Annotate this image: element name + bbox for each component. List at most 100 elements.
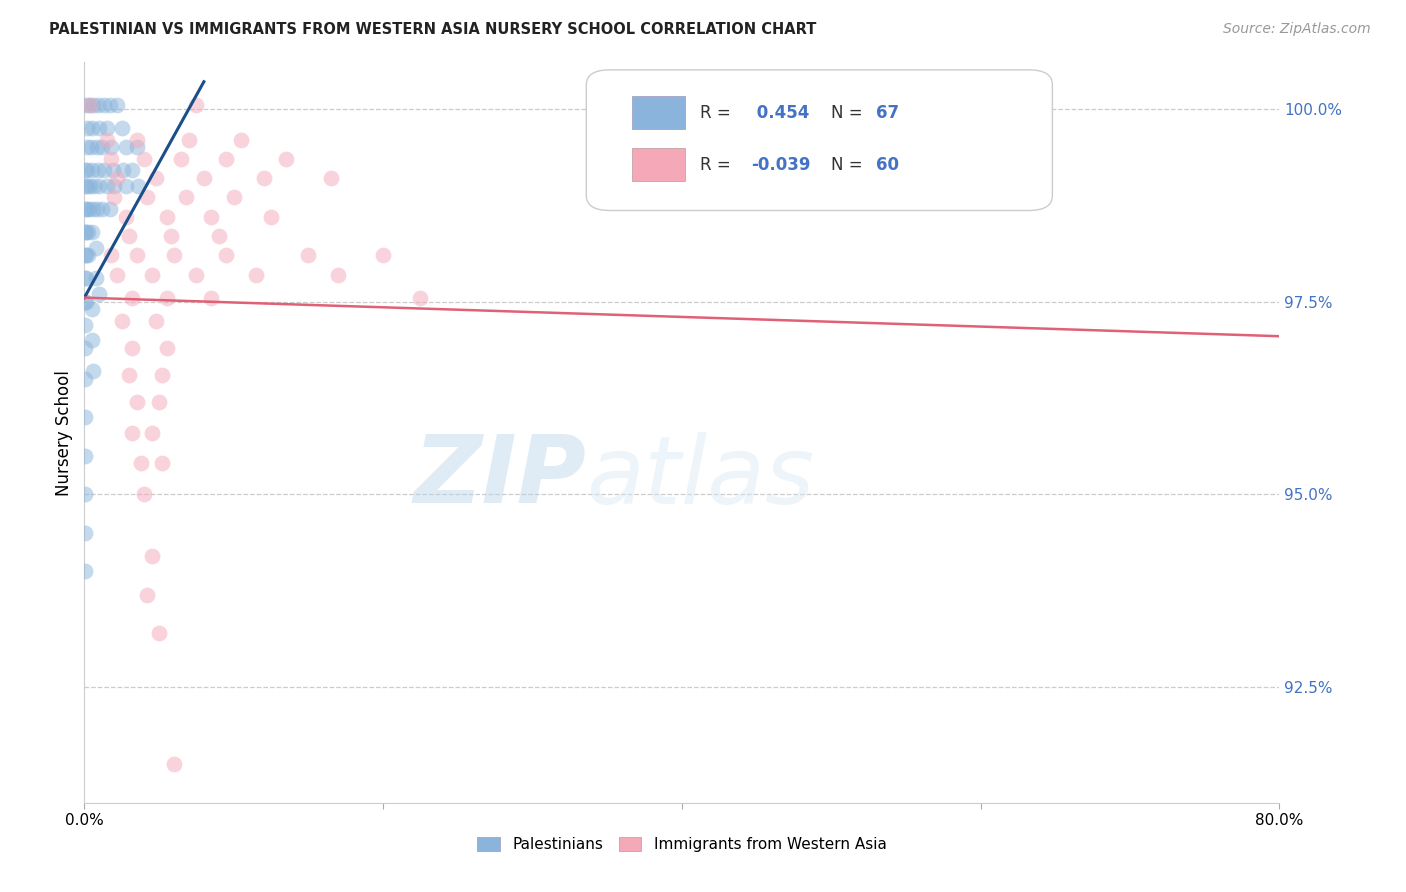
Point — [77, 202, 100, 216]
Point — [89, 178, 111, 193]
FancyBboxPatch shape — [631, 96, 686, 129]
Point — [274, 152, 297, 166]
Text: atlas: atlas — [586, 432, 814, 523]
Text: N =: N = — [831, 155, 868, 174]
Point — [148, 394, 170, 409]
Point — [103, 190, 125, 204]
Point — [626, 98, 648, 112]
Text: ZIP: ZIP — [413, 431, 586, 523]
Point — [82, 202, 104, 216]
Y-axis label: Nursery School: Nursery School — [55, 369, 73, 496]
FancyBboxPatch shape — [631, 148, 686, 181]
Point — [76, 120, 98, 135]
Point — [86, 240, 108, 254]
Point — [328, 268, 350, 282]
Text: 67: 67 — [876, 103, 898, 122]
Point — [112, 163, 135, 178]
Point — [174, 190, 197, 204]
Point — [125, 132, 148, 146]
Point — [75, 565, 97, 579]
Point — [79, 178, 101, 193]
Point — [87, 98, 110, 112]
Point — [121, 425, 143, 440]
Point — [91, 140, 114, 154]
Point — [75, 371, 97, 385]
Point — [170, 152, 193, 166]
Point — [75, 410, 97, 425]
Point — [200, 210, 222, 224]
Point — [118, 368, 141, 382]
Point — [80, 333, 103, 347]
Point — [115, 210, 138, 224]
Point — [93, 98, 115, 112]
Point — [125, 140, 148, 154]
Point — [75, 487, 97, 501]
Point — [75, 449, 97, 463]
Point — [231, 132, 253, 146]
Point — [121, 291, 143, 305]
Point — [200, 291, 222, 305]
Point — [105, 98, 128, 112]
Point — [87, 163, 110, 178]
Point — [76, 163, 98, 178]
Point — [373, 248, 395, 262]
Point — [75, 225, 97, 239]
Point — [75, 341, 97, 355]
Point — [155, 341, 177, 355]
Point — [121, 163, 143, 178]
Point — [297, 248, 319, 262]
Point — [75, 294, 97, 309]
Point — [80, 120, 103, 135]
Point — [75, 163, 97, 178]
Point — [86, 271, 108, 285]
Point — [101, 163, 124, 178]
Point — [141, 268, 163, 282]
Point — [111, 314, 134, 328]
Point — [127, 178, 149, 193]
Point — [163, 248, 186, 262]
Point — [103, 178, 125, 193]
Point — [141, 425, 163, 440]
Point — [91, 202, 114, 216]
Point — [125, 394, 148, 409]
Point — [215, 152, 238, 166]
Point — [163, 757, 186, 772]
Point — [75, 248, 97, 262]
Text: -0.039: -0.039 — [751, 155, 811, 174]
Point — [177, 132, 200, 146]
Point — [260, 210, 283, 224]
Point — [80, 302, 103, 317]
Point — [79, 98, 101, 112]
Point — [121, 341, 143, 355]
Point — [136, 190, 159, 204]
Point — [118, 229, 141, 244]
Point — [76, 202, 98, 216]
Point — [141, 549, 163, 563]
Point — [93, 163, 115, 178]
Point — [76, 140, 98, 154]
Point — [77, 98, 100, 112]
Point — [100, 140, 122, 154]
Point — [115, 178, 138, 193]
Point — [155, 210, 177, 224]
Point — [77, 248, 100, 262]
Point — [253, 171, 276, 186]
Point — [82, 98, 104, 112]
Point — [86, 140, 108, 154]
Point — [75, 271, 97, 285]
Text: R =: R = — [700, 103, 735, 122]
Point — [186, 98, 208, 112]
Point — [76, 178, 98, 193]
Point — [75, 225, 97, 239]
Point — [77, 225, 100, 239]
Point — [80, 225, 103, 239]
Point — [145, 171, 167, 186]
Point — [148, 626, 170, 640]
Point — [75, 318, 97, 332]
Point — [89, 120, 111, 135]
Point — [100, 152, 122, 166]
Point — [75, 271, 97, 285]
Text: 60: 60 — [876, 155, 898, 174]
Point — [132, 487, 156, 501]
Point — [129, 457, 152, 471]
